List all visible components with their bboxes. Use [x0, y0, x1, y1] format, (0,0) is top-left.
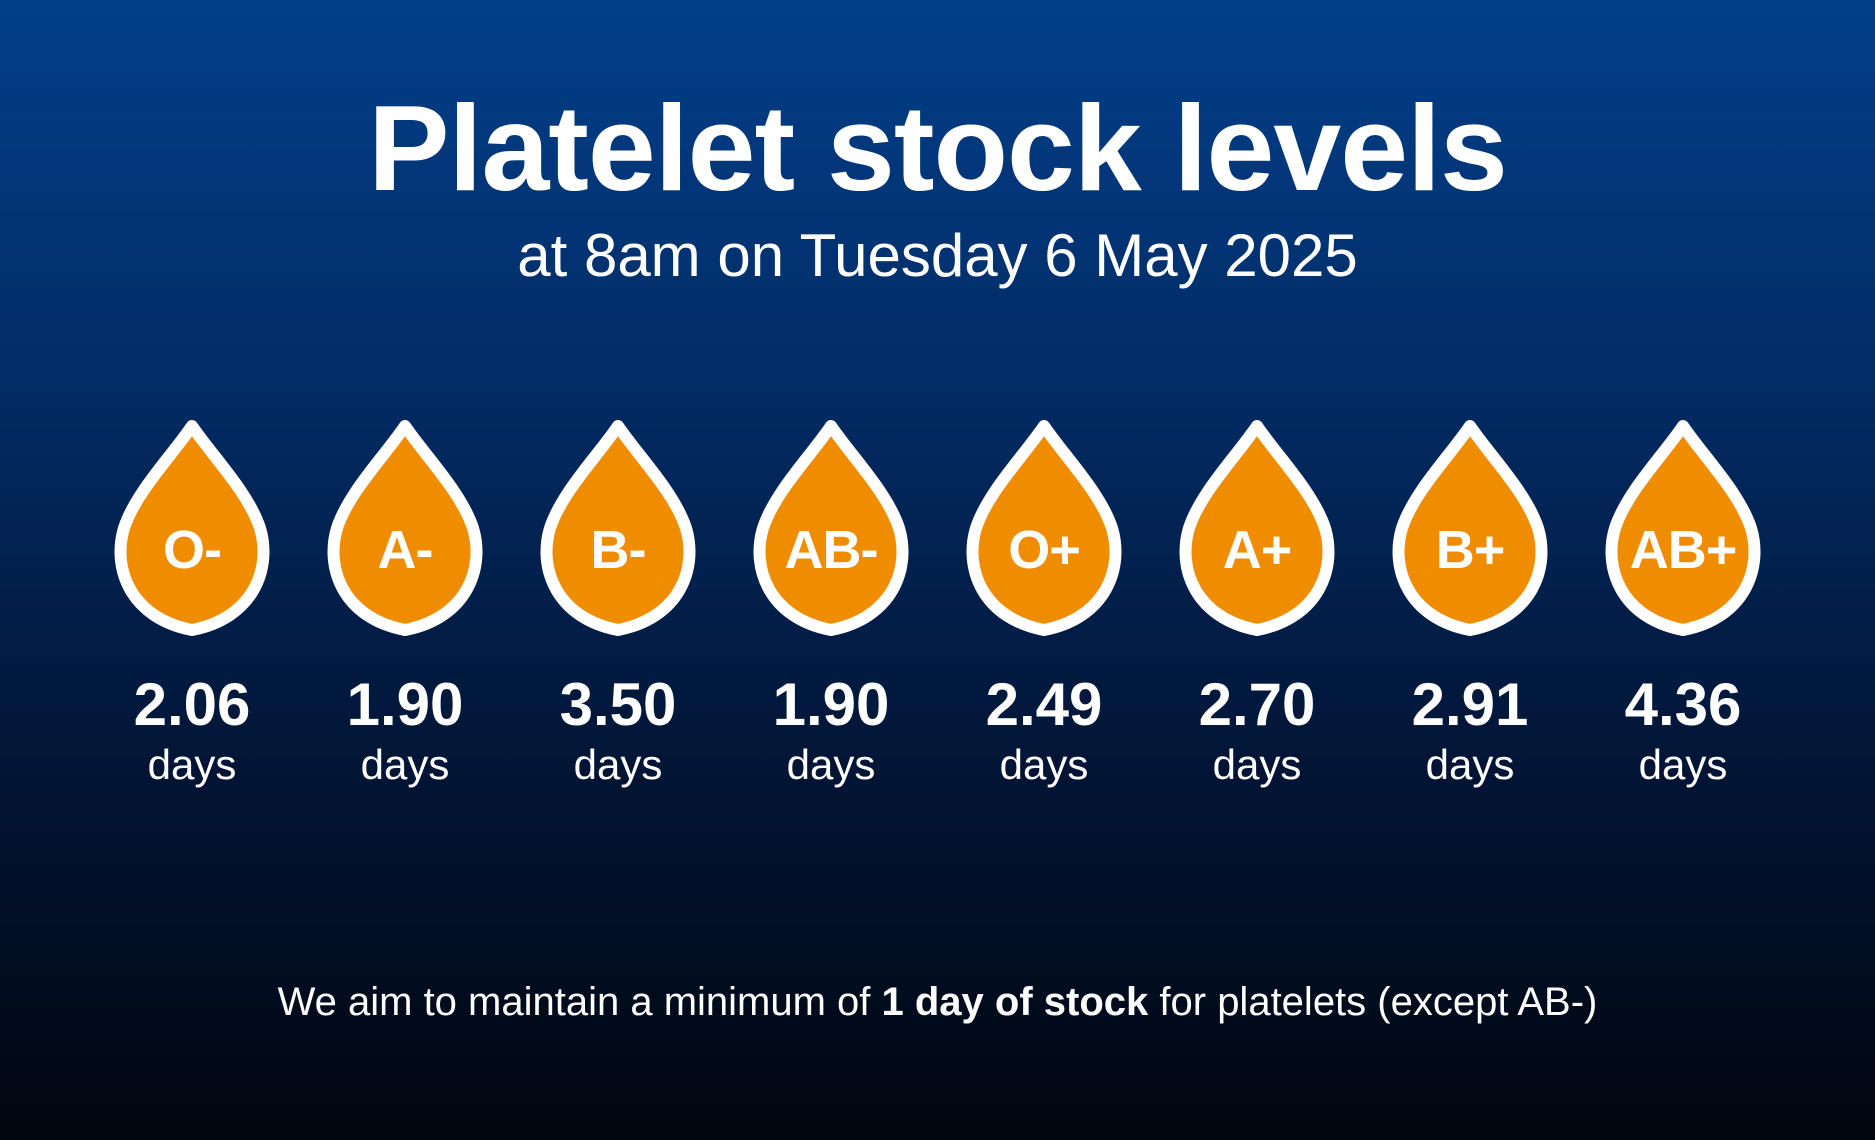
blood-group-label: B+ [1435, 520, 1506, 580]
stock-days-unit: days [360, 741, 450, 788]
note-text-end: for platelets (except AB-) [1148, 980, 1598, 1024]
blood-group-ab-positive: AB+ 4.36 days [1583, 418, 1783, 798]
blood-group-label: AB- [784, 520, 879, 580]
blood-group-label: B- [590, 520, 647, 580]
blood-drop-icon [1392, 420, 1548, 636]
page-title: Platelet stock levels [368, 80, 1508, 216]
blood-group-b-negative: B- 3.50 days [518, 418, 718, 798]
blood-drop-icon [327, 420, 483, 636]
blood-group-b-positive: B+ 2.91 days [1370, 418, 1570, 798]
stock-days-unit: days [1638, 741, 1728, 788]
page-subtitle: at 8am on Tuesday 6 May 2025 [517, 222, 1358, 289]
blood-group-o-negative: O- 2.06 days [92, 418, 292, 798]
stock-days-value: 2.49 [985, 671, 1103, 738]
stock-days-value: 2.70 [1198, 671, 1316, 738]
blood-drop-icon [540, 420, 696, 636]
blood-group-a-positive: A+ 2.70 days [1157, 418, 1357, 798]
stock-days-value: 2.06 [133, 671, 251, 738]
stock-days-unit: days [573, 741, 663, 788]
stock-days-value: 1.90 [346, 671, 464, 738]
blood-group-label: AB+ [1629, 520, 1738, 580]
blood-group-label: O+ [1008, 520, 1081, 580]
stock-target-note: We aim to maintain a minimum of 1 day of… [0, 974, 1875, 1030]
blood-drop-icon [753, 420, 909, 636]
stock-days-value: 3.50 [559, 671, 677, 738]
stock-days-unit: days [999, 741, 1089, 788]
blood-drop-icon [114, 420, 270, 636]
stock-days-value: 2.91 [1411, 671, 1529, 738]
stock-days-value: 4.36 [1624, 671, 1742, 738]
blood-drop-icon [1605, 420, 1761, 636]
note-text-start: We aim to maintain a minimum of [277, 980, 882, 1024]
stock-days-unit: days [1212, 741, 1302, 788]
stock-days-value: 1.90 [772, 671, 890, 738]
blood-group-ab-negative: AB- 1.90 days [731, 418, 931, 798]
stock-days-unit: days [786, 741, 876, 788]
blood-group-o-positive: O+ 2.49 days [944, 418, 1144, 798]
note-text-emphasis: 1 day of stock [881, 980, 1149, 1024]
stock-days-unit: days [147, 741, 237, 788]
blood-group-a-negative: A- 1.90 days [305, 418, 505, 798]
blood-group-label: O- [163, 520, 222, 580]
blood-group-label: A- [377, 520, 434, 580]
blood-group-list: O- 2.06 days A- 1.90 days B- 3.50 days A… [0, 418, 1875, 798]
blood-drop-icon [1179, 420, 1335, 636]
blood-drop-icon [966, 420, 1122, 636]
stock-days-unit: days [1425, 741, 1515, 788]
blood-group-label: A+ [1222, 520, 1293, 580]
